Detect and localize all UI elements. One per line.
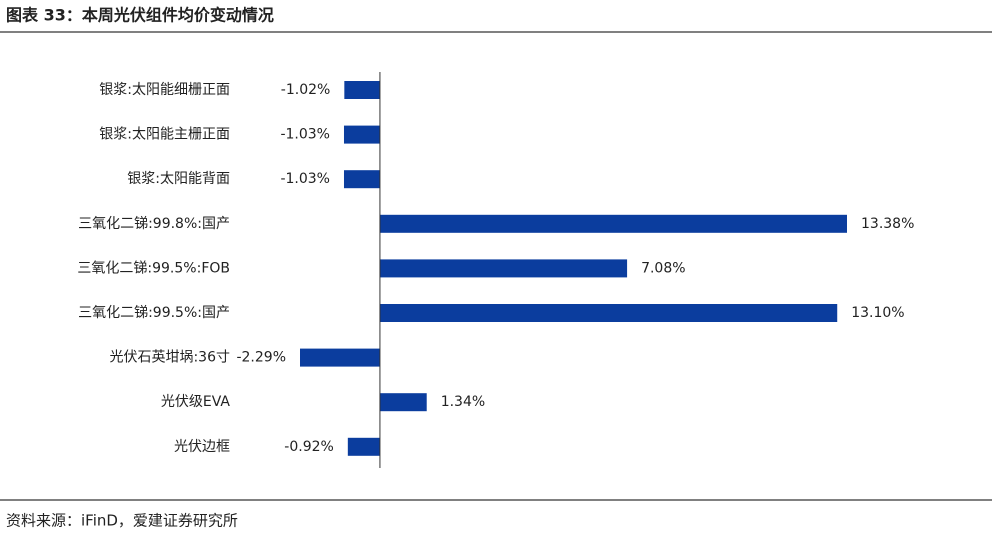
- category-label: 光伏边框: [174, 439, 230, 455]
- value-label: 7.08%: [641, 260, 685, 276]
- value-label: -1.03%: [280, 127, 330, 143]
- value-label: 1.34%: [441, 394, 485, 410]
- bar: [347, 437, 380, 456]
- bar: [344, 81, 380, 99]
- bar: [379, 259, 628, 278]
- category-label: 三氧化二锑:99.8%:国产: [78, 216, 230, 232]
- value-label: -2.29%: [236, 350, 286, 366]
- bar: [379, 214, 847, 233]
- bar: [343, 125, 380, 144]
- value-label: -0.92%: [284, 439, 334, 455]
- category-label: 银浆:太阳能细栅正面: [99, 82, 230, 98]
- source-note: 资料来源：iFinD，爱建证券研究所: [6, 512, 238, 530]
- bar: [379, 304, 838, 322]
- category-label: 光伏石英坩埚:36寸: [109, 349, 230, 366]
- bar: [343, 170, 380, 189]
- category-label: 三氧化二锑:99.5%:国产: [78, 305, 230, 321]
- chart-title: 图表 33：本周光伏组件均价变动情况: [6, 6, 274, 25]
- value-label: -1.02%: [281, 82, 331, 98]
- bar: [300, 348, 380, 367]
- category-label: 银浆:太阳能主栅正面: [99, 127, 230, 143]
- value-label: 13.38%: [861, 216, 914, 232]
- category-label: 光伏级EVA: [161, 394, 231, 410]
- bar: [379, 393, 427, 412]
- category-label: 三氧化二锑:99.5%:FOB: [77, 260, 230, 276]
- value-label: -1.03%: [280, 171, 330, 187]
- value-label: 13.10%: [851, 305, 904, 321]
- category-label: 银浆:太阳能背面: [127, 171, 230, 187]
